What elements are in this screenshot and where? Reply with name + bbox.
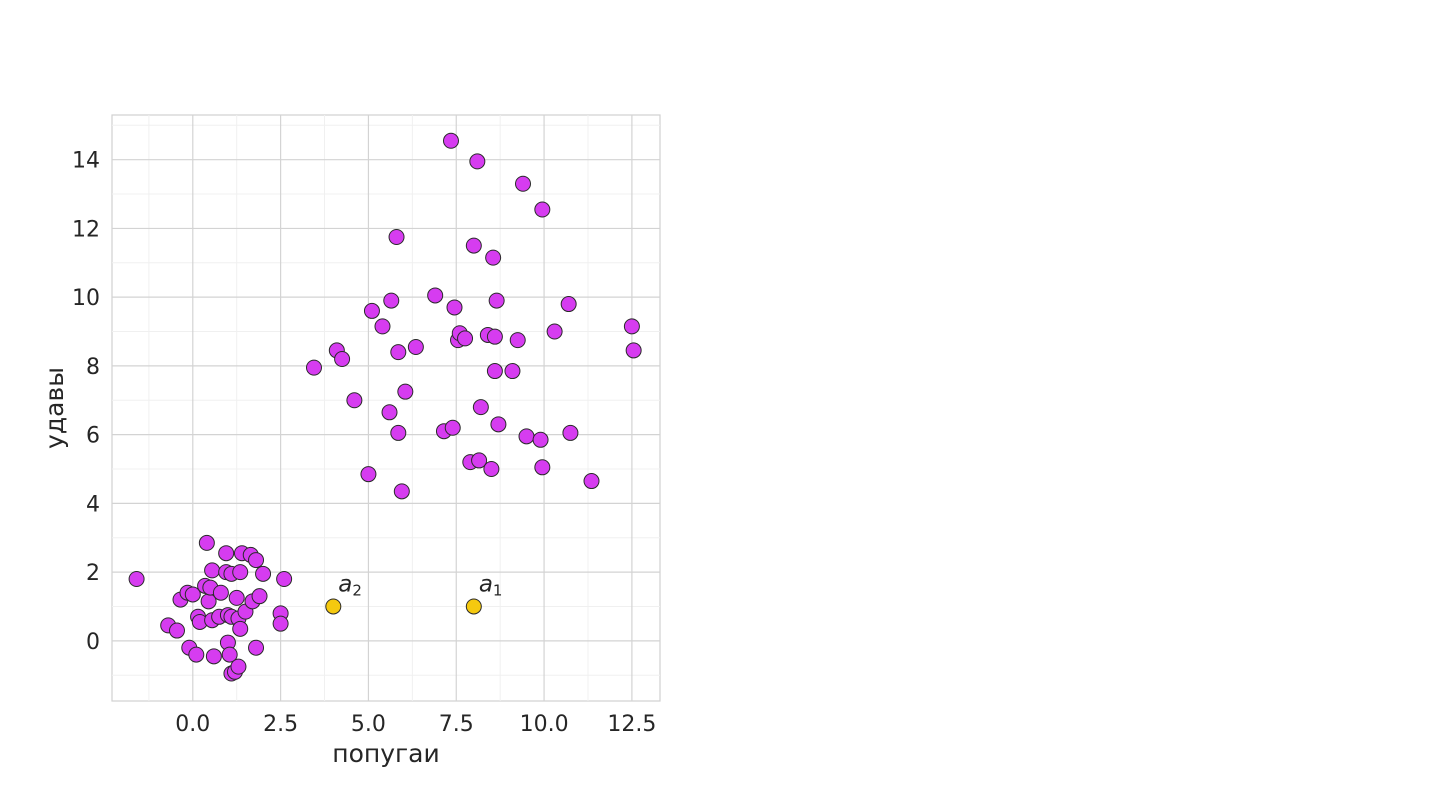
data-point [374,318,391,335]
data-point [346,392,363,409]
data-point [188,646,205,663]
data-point [388,229,405,246]
data-point [469,153,486,170]
data-point [518,428,535,445]
data-point [363,302,380,319]
data-point [583,473,600,490]
y-tick-label: 2 [86,561,100,586]
highlight-point [325,598,342,615]
data-point [276,570,293,587]
y-tick-label: 10 [72,286,100,311]
data-point [383,292,400,309]
data-point [232,620,249,637]
data-point [397,383,414,400]
y-tick-label: 4 [86,492,100,517]
data-point [427,287,444,304]
y-tick-label: 14 [72,149,100,174]
data-point [562,424,579,441]
data-point [230,658,247,675]
data-point [444,419,461,436]
data-point [442,132,459,149]
data-point [490,416,507,433]
data-point [248,639,265,656]
data-point [232,564,249,581]
x-tick-label: 10.0 [520,712,569,737]
x-tick-label: 0.0 [175,712,210,737]
x-tick-labels: 0.0 2.5 5.0 7.5 10.0 12.5 [175,712,656,737]
data-point [184,586,201,603]
data-points [128,132,642,682]
y-axis-label: удавы [40,367,69,449]
y-tick-labels: 0 2 4 6 8 10 12 14 [72,149,100,655]
data-point [272,615,289,632]
data-point [128,570,145,587]
y-tick-label: 12 [72,217,100,242]
y-tick-label: 0 [86,630,100,655]
data-point [471,452,488,469]
data-point [218,545,235,562]
data-point [534,201,551,218]
data-point [305,359,322,376]
data-point [515,175,531,192]
data-point [472,399,489,416]
x-tick-label: 7.5 [439,712,474,737]
data-point [205,648,222,665]
data-point [532,431,549,448]
data-point [360,466,377,483]
data-point [204,562,221,579]
x-axis-label: попугаи [332,739,439,768]
data-point [198,534,215,551]
data-point [509,332,526,349]
data-point [488,292,505,309]
data-point [486,363,503,380]
data-point [486,328,503,345]
data-point [255,565,272,582]
y-tick-label: 6 [86,424,100,449]
data-point [221,646,238,663]
data-point [625,342,642,359]
data-point [446,299,463,316]
data-point [504,363,521,380]
data-point [560,296,577,313]
data-point [334,351,351,368]
data-point [407,338,424,355]
data-point [251,588,268,605]
highlight-point [465,598,482,615]
data-point [546,323,563,340]
data-point [623,318,640,335]
data-point [390,424,407,441]
data-point [381,404,398,421]
x-tick-label: 2.5 [263,712,298,737]
data-point [457,330,474,347]
data-point [534,459,551,476]
y-tick-label: 8 [86,355,100,380]
data-point [228,589,245,606]
data-point [485,249,502,266]
data-point [393,483,410,500]
data-point [168,622,185,639]
data-point [483,461,500,478]
data-point [212,584,229,601]
x-tick-label: 12.5 [607,712,656,737]
x-tick-label: 5.0 [351,712,386,737]
data-point [465,237,482,254]
data-point [390,344,407,361]
data-point [248,552,265,569]
